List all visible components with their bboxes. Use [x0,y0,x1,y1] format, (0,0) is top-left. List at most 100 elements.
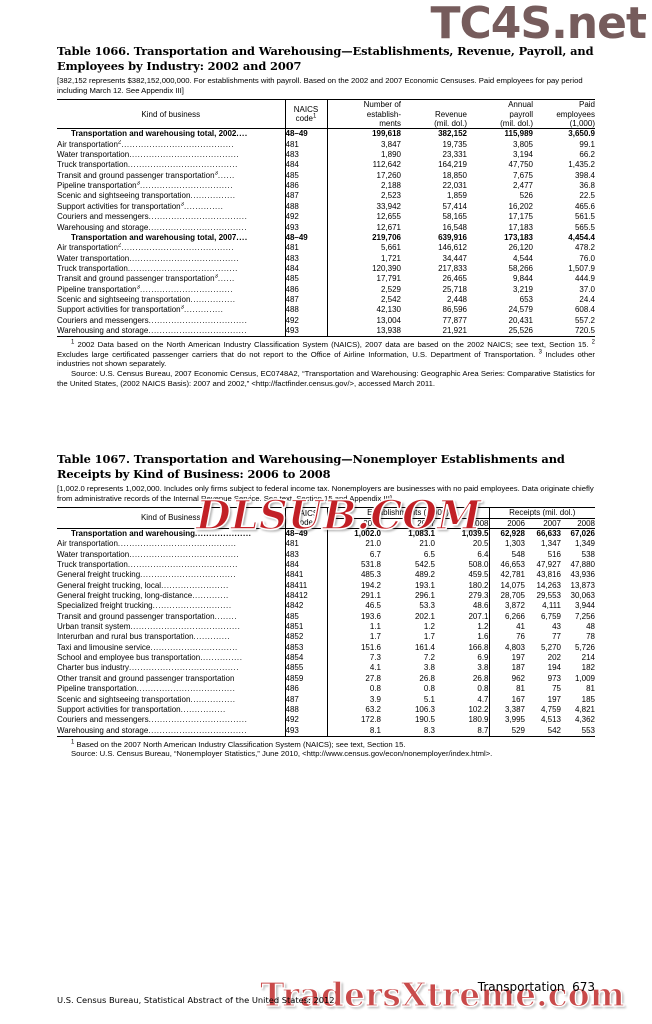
leader-dots: .............. [183,305,224,315]
cell-receipts-2007: 5,270 [540,642,561,652]
table-row: Support activities for transportation3..… [57,305,595,316]
col-header-naics-1067-line2: code [295,518,313,528]
cell-receipts-2006: 6,266 [488,611,525,623]
table-row: Warehousing and storage.................… [57,725,595,737]
cell-receipts-2007: 14,263 [536,580,561,590]
row-label: Charter bus industry....................… [57,663,240,673]
cell-establishments-2006: 0.8 [326,684,381,695]
row-label: Support activities for transportation3..… [57,305,224,315]
cell-receipts-2006: 42,781 [488,570,525,581]
leader-dots: ................................... [148,212,248,222]
row-label: General freight trucking................… [57,570,237,580]
cell-annual-payroll: 526 [519,191,533,201]
cell-naics-code: 486 [284,181,327,192]
table-row: Support activities for transportation...… [57,704,595,716]
cell-establishments-2006: 151.6 [326,642,381,654]
row-label: General freight trucking, local.........… [57,580,229,590]
cell-receipts-2007: 75 [552,684,561,694]
cell-receipts-2006: 962 [488,673,525,685]
leader-dots: .............. [183,201,224,211]
row-label: Air transportation......................… [57,539,237,549]
cell-revenue: 382,152 [438,129,467,139]
row-label: Couriers and messengers.................… [57,212,248,222]
leader-dots: ............................... [150,642,238,652]
col-header-kind: Kind of business [141,109,201,119]
cell-receipts-2007: 77 [552,632,561,642]
cell-receipts-2008: 182 [581,663,595,673]
cell-receipts-2008: 78 [586,632,595,642]
table-row: General freight trucking................… [57,570,595,581]
cell-receipts-2007: 542 [547,725,561,735]
table-row: Other transit and ground passenger trans… [57,673,595,685]
cell-annual-payroll: 173,183 [504,232,533,242]
footnote-ref: 3 [180,305,184,311]
cell-paid-employees: 1,435.2 [568,160,595,170]
leader-dots: ................ [190,191,236,201]
cell-establishments-2006: 193.6 [326,611,381,623]
cell-receipts-2006: 167 [488,694,525,705]
leader-dots: ........................................ [121,139,235,149]
leader-dots: ............. [192,591,229,601]
leader-dots: ....................................... [130,622,241,632]
table-1066-headnote: [382,152 represents $382,152,000,000. Fo… [57,76,583,95]
cell-naics-code: 492 [284,315,327,326]
cell-establishments-2007: 106.3 [414,704,435,714]
cell-establishments: 2,188 [326,181,401,192]
cell-annual-payroll: 3,805 [512,139,533,149]
cell-establishments-2006: 21.0 [326,539,381,550]
cell-naics-code: 487 [284,694,327,705]
leader-dots: .................................. [140,570,237,580]
cell-naics-code: 4841 [284,570,327,581]
cell-receipts-2007: 47,927 [536,560,561,570]
cell-receipts-2007: 4,513 [540,715,561,725]
footnote-ref: 2 [117,139,122,146]
cell-revenue: 25,718 [442,284,467,294]
cell-naics-code: 488 [284,201,327,213]
cell-establishments-2008: 1.2 [477,622,489,632]
table-row: Air transportation2.....................… [57,243,595,254]
col-header-estab-line3: ments [379,119,401,128]
cell-naics-code: 4853 [284,642,327,654]
cell-establishments-2007: 0.8 [423,684,435,694]
cell-receipts-2006: 187 [488,663,525,674]
cell-receipts-2006: 81 [488,684,525,695]
cell-naics-code: 485 [284,170,327,182]
table-1067: Kind of Business NAICS code1 Establishme… [57,507,595,737]
cell-receipts-2007: 4,111 [542,601,561,611]
cell-naics-code: 483 [284,253,327,264]
cell-establishments: 2,523 [326,191,401,202]
col-header-establishments: Number of establish- ments [326,99,401,129]
footnote-ref: 3 [136,181,140,187]
cell-establishments: 219,706 [326,232,401,244]
row-label: Transportation and warehousing total, 20… [71,232,248,242]
cell-establishments-2006: 63.2 [326,704,381,716]
row-label: Transportation and warehousing total, 20… [71,129,248,139]
cell-naics-code: 4854 [284,653,327,664]
footnote-ref: 2 [117,243,122,249]
col-header-estab-2006: 2006 [326,518,381,529]
cell-establishments-2007: 1.2 [423,622,435,632]
table-row: Couriers and messengers.................… [57,212,595,223]
cell-receipts-2008: 538 [581,549,595,559]
cell-annual-payroll: 3,219 [512,284,533,294]
cell-establishments-2006: 8.1 [326,725,381,737]
cell-paid-employees: 444.9 [574,274,595,284]
cell-establishments-2007: 6.5 [423,549,435,559]
cell-establishments: 42,130 [326,305,401,316]
cell-establishments-2008: 166.8 [468,642,489,652]
table-1067-source: Source: U.S. Census Bureau, “Nonemployer… [71,749,493,759]
cell-establishments-2007: 489.2 [414,570,435,580]
cell-establishments-2007: 202.1 [414,611,435,621]
leader-dots: ........................................ [121,243,235,253]
cell-naics-code: 4851 [284,622,327,633]
col-header-estab-2008: 2008 [470,518,489,528]
table-row: General freight trucking, local.........… [57,580,595,592]
leader-dots: ....................................... [129,150,240,160]
cell-receipts-2008: 185 [581,694,595,704]
cell-establishments-2008: 207.1 [468,611,489,621]
cell-establishments-2007: 190.5 [414,715,435,725]
leader-dots: .... [236,129,248,139]
footnote-ref: 3 [214,170,218,177]
cell-annual-payroll: 16,202 [508,201,533,211]
